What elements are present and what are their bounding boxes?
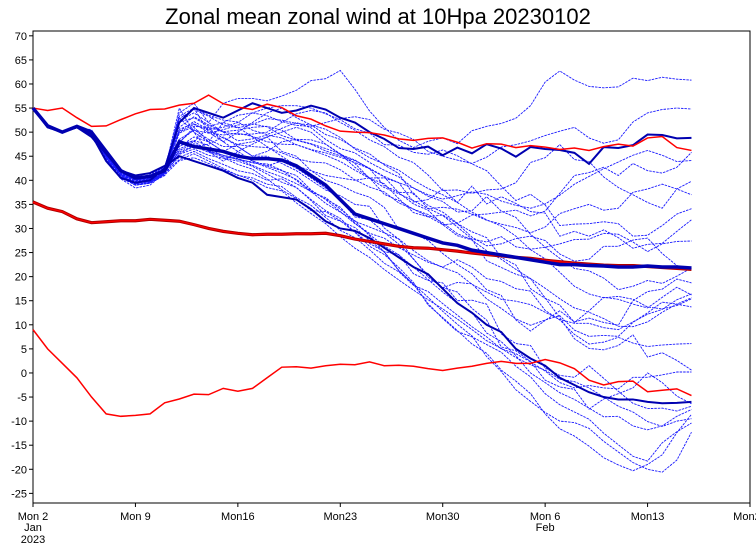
ensemble-mean-line	[31, 106, 692, 270]
y-tick-label: 40	[15, 175, 27, 187]
ensemble-member-line	[32, 107, 692, 347]
y-tick-label: 30	[15, 223, 27, 235]
climatology-min-line	[32, 329, 692, 418]
y-tick-label: 45	[15, 151, 27, 163]
y-tick-label: 25	[15, 248, 27, 260]
ensemble-member-line	[32, 107, 692, 331]
ensemble-member-line	[32, 107, 692, 472]
ensemble-member-line	[32, 69, 692, 180]
ensemble-member-line	[32, 107, 692, 291]
climatology-max-line	[32, 94, 692, 152]
y-tick-label: 0	[21, 368, 27, 380]
y-tick-label: -25	[11, 488, 27, 500]
x-tick-label: Mon 6	[530, 511, 561, 523]
y-tick-label: 5	[21, 344, 27, 356]
climatology-mean-line	[32, 200, 692, 272]
y-tick-label: 35	[15, 199, 27, 211]
ensemble-member-line	[32, 107, 692, 427]
x-tick-label: Mon16	[221, 511, 255, 523]
ensemble-member-line	[32, 107, 692, 473]
ensemble-highlight-upper-line	[32, 102, 692, 184]
x-tick-year-label: 2023	[21, 534, 45, 546]
y-tick-label: 60	[15, 79, 27, 91]
ensemble-member-line	[32, 107, 692, 270]
x-tick-label: Mon 9	[120, 511, 151, 523]
ensemble-series	[32, 69, 692, 473]
ensemble-member-line	[32, 107, 692, 462]
y-tick-label: -5	[17, 392, 27, 404]
ensemble-member-line	[32, 107, 692, 310]
plot-frame	[32, 30, 751, 504]
y-tick-label: -10	[11, 416, 27, 428]
y-tick-label: 50	[15, 127, 27, 139]
y-tick-label: 65	[15, 55, 27, 67]
y-tick-label: 20	[15, 272, 27, 284]
y-tick-label: 55	[15, 103, 27, 115]
x-tick-label: Mon23	[323, 511, 357, 523]
y-tick-label: -15	[11, 440, 27, 452]
chart-title: Zonal mean zonal wind at 10Hpa 20230102	[165, 4, 591, 29]
x-tick-month-label: Feb	[536, 522, 555, 534]
x-tick-label: Mon 2	[18, 511, 49, 523]
x-tick-month-label: Jan	[24, 522, 42, 534]
ensemble-member-line	[32, 107, 692, 253]
x-tick-label: Mon30	[426, 511, 460, 523]
climatology-mean-highlight-line	[32, 201, 692, 271]
ensemble-member-line	[32, 102, 692, 209]
y-tick-label: 15	[15, 296, 27, 308]
ensemble-member-line	[32, 107, 692, 410]
x-tick-label: Mon13	[631, 511, 665, 523]
ensemble-member-line	[32, 107, 692, 182]
y-axis: 7065605550454035302520151050-5-10-15-20-…	[11, 31, 33, 500]
ensemble-member-line	[32, 107, 692, 332]
y-tick-label: 10	[15, 320, 27, 332]
x-tick-label: Mon20	[733, 511, 756, 523]
ensemble-highlight-lower-line	[32, 107, 692, 405]
y-tick-label: -20	[11, 464, 27, 476]
y-tick-label: 70	[15, 31, 27, 43]
